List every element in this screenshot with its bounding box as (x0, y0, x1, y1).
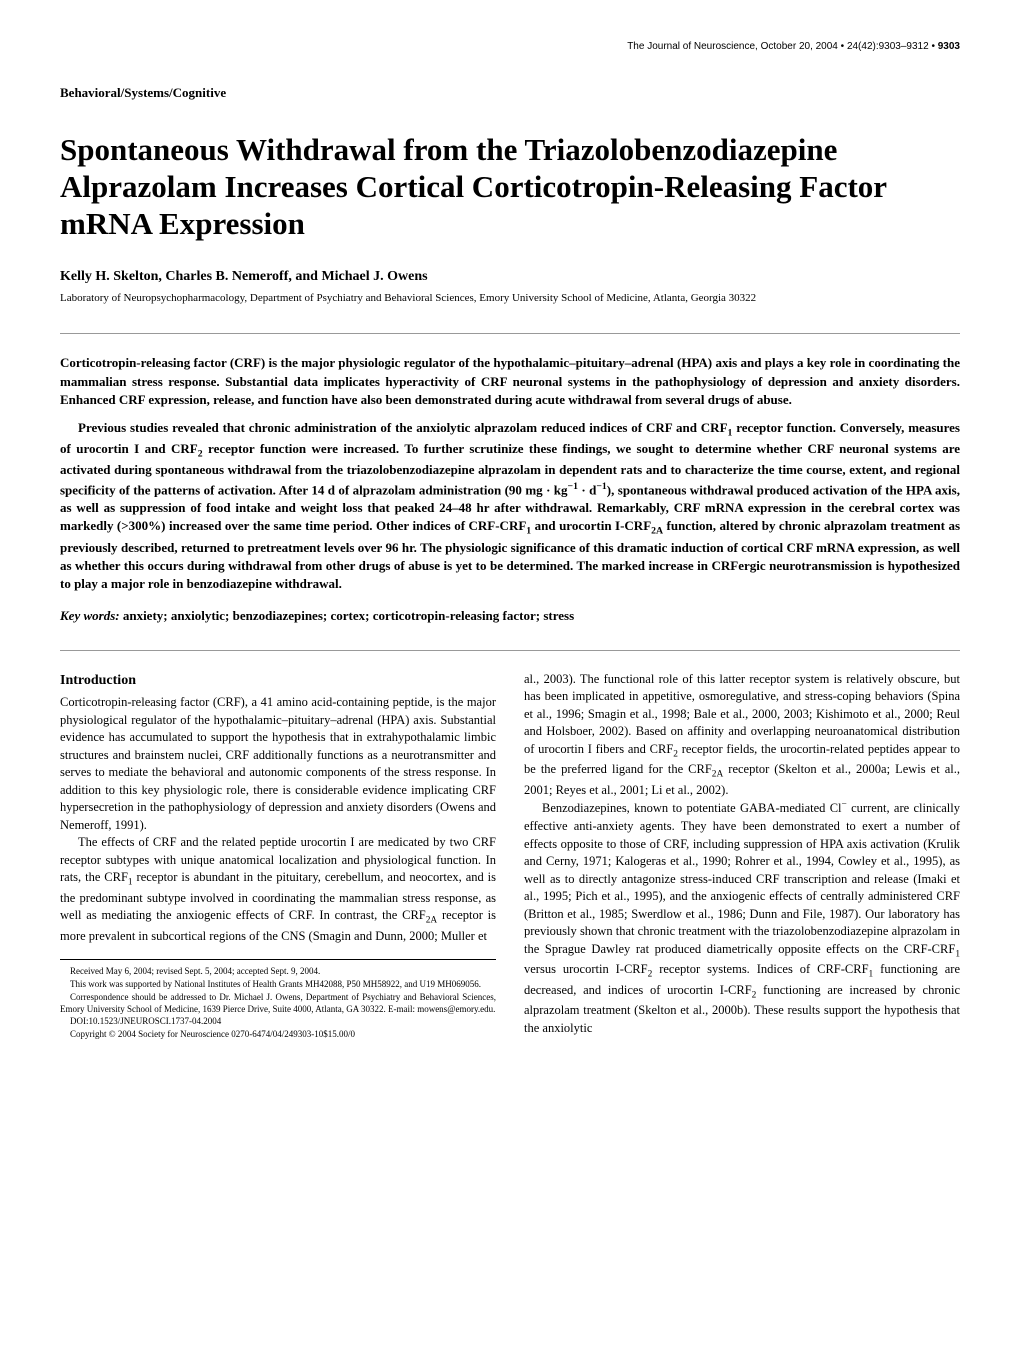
keywords-content: anxiety; anxiolytic; benzodiazepines; co… (123, 608, 574, 623)
authors: Kelly H. Skelton, Charles B. Nemeroff, a… (60, 268, 960, 287)
journal-info: The Journal of Neuroscience, October 20,… (627, 41, 838, 52)
keywords-label: Key words: (60, 608, 120, 623)
article-title: Spontaneous Withdrawal from the Triazolo… (60, 131, 960, 243)
intro-p2-right: al., 2003). The functional role of this … (524, 671, 960, 800)
two-column-body: Introduction Corticotropin-releasing fac… (60, 671, 960, 1042)
keywords: Key words: anxiety; anxiolytic; benzodia… (60, 607, 960, 625)
divider (60, 333, 960, 334)
running-header: The Journal of Neuroscience, October 20,… (60, 40, 960, 54)
section-label: Behavioral/Systems/Cognitive (60, 84, 960, 102)
divider (60, 650, 960, 651)
footnote-funding: This work was supported by National Inst… (60, 979, 496, 991)
footnotes: Received May 6, 2004; revised Sept. 5, 2… (60, 959, 496, 1040)
introduction-heading: Introduction (60, 671, 496, 691)
right-column: al., 2003). The functional role of this … (524, 671, 960, 1042)
intro-p2-left: The effects of CRF and the related pepti… (60, 834, 496, 945)
volume-info: 24(42):9303–9312 (847, 41, 929, 52)
footnote-correspondence: Correspondence should be addressed to Dr… (60, 992, 496, 1015)
abstract: Corticotropin-releasing factor (CRF) is … (60, 354, 960, 593)
intro-p1: Corticotropin-releasing factor (CRF), a … (60, 694, 496, 834)
intro-p3: Benzodiazepines, known to potentiate GAB… (524, 799, 960, 1037)
abstract-p2: Previous studies revealed that chronic a… (60, 419, 960, 593)
affiliation: Laboratory of Neuropsychopharmacology, D… (60, 291, 960, 306)
footnote-received: Received May 6, 2004; revised Sept. 5, 2… (60, 966, 496, 978)
left-column: Introduction Corticotropin-releasing fac… (60, 671, 496, 1042)
abstract-p1: Corticotropin-releasing factor (CRF) is … (60, 354, 960, 409)
page-number: 9303 (938, 41, 960, 52)
footnote-doi: DOI:10.1523/JNEUROSCI.1737-04.2004 (60, 1016, 496, 1028)
footnote-copyright: Copyright © 2004 Society for Neuroscienc… (60, 1029, 496, 1041)
